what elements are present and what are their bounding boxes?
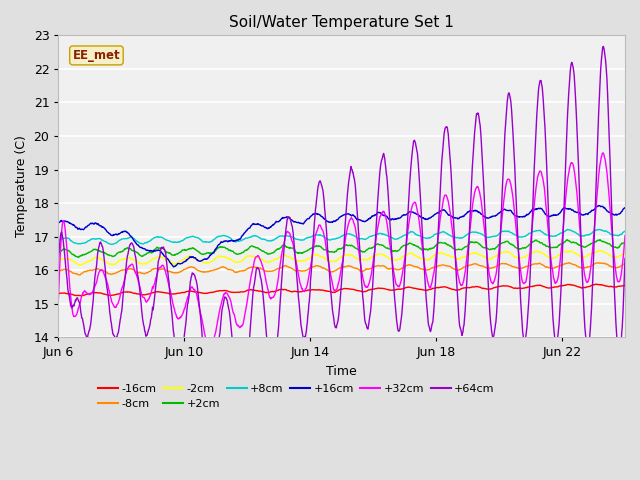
-8cm xyxy=(167,269,175,275)
+8cm xyxy=(554,232,562,238)
-16cm xyxy=(504,283,512,289)
-2cm xyxy=(167,259,175,265)
+16cm xyxy=(621,205,629,211)
+2cm xyxy=(244,246,252,252)
+16cm xyxy=(181,259,189,264)
Line: -8cm: -8cm xyxy=(58,263,625,275)
+2cm xyxy=(54,249,62,255)
+64cm xyxy=(244,353,252,359)
-16cm xyxy=(621,282,629,288)
Line: +2cm: +2cm xyxy=(58,240,625,257)
Y-axis label: Temperature (C): Temperature (C) xyxy=(15,135,28,237)
+2cm xyxy=(504,239,512,244)
+32cm xyxy=(430,269,438,275)
+8cm xyxy=(167,239,175,245)
-2cm xyxy=(181,256,189,262)
+32cm xyxy=(504,177,512,182)
+2cm xyxy=(75,254,83,260)
+16cm xyxy=(504,208,512,214)
+16cm xyxy=(244,226,252,232)
+64cm xyxy=(504,92,512,98)
Line: -16cm: -16cm xyxy=(58,284,625,296)
+32cm xyxy=(205,342,213,348)
-8cm xyxy=(54,268,62,274)
+64cm xyxy=(167,301,175,307)
+64cm xyxy=(430,304,438,310)
+32cm xyxy=(54,296,62,301)
Line: +32cm: +32cm xyxy=(58,153,625,345)
+32cm xyxy=(599,150,607,156)
+64cm xyxy=(54,256,62,262)
-2cm xyxy=(244,253,252,259)
Legend: -16cm, -8cm, -2cm, +2cm, +8cm, +16cm, +32cm, +64cm: -16cm, -8cm, -2cm, +2cm, +8cm, +16cm, +3… xyxy=(93,379,499,414)
-16cm xyxy=(77,293,85,299)
+32cm xyxy=(621,233,629,239)
-16cm xyxy=(54,291,62,297)
+8cm xyxy=(504,228,512,234)
+2cm xyxy=(430,245,438,251)
+8cm xyxy=(181,236,189,241)
+64cm xyxy=(180,331,188,336)
+2cm xyxy=(181,247,189,252)
+32cm xyxy=(244,291,252,297)
+8cm xyxy=(430,232,438,238)
Line: +16cm: +16cm xyxy=(58,205,625,267)
+16cm xyxy=(54,220,62,226)
Title: Soil/Water Temperature Set 1: Soil/Water Temperature Set 1 xyxy=(229,15,454,30)
+16cm xyxy=(167,261,175,266)
+2cm xyxy=(596,237,604,242)
Line: -2cm: -2cm xyxy=(58,251,625,265)
-8cm xyxy=(504,262,512,267)
Text: EE_met: EE_met xyxy=(72,49,120,62)
-8cm xyxy=(244,265,252,271)
-8cm xyxy=(565,260,573,265)
+64cm xyxy=(621,255,629,261)
-2cm xyxy=(596,248,604,253)
Line: +64cm: +64cm xyxy=(58,47,625,410)
-16cm xyxy=(244,287,252,293)
+16cm xyxy=(430,212,438,218)
-2cm xyxy=(75,262,83,268)
-8cm xyxy=(621,261,629,266)
-8cm xyxy=(554,264,562,269)
+8cm xyxy=(621,228,629,234)
-16cm xyxy=(554,284,562,289)
-2cm xyxy=(554,252,562,258)
+32cm xyxy=(167,289,175,295)
-16cm xyxy=(181,289,189,295)
+2cm xyxy=(554,243,562,249)
-2cm xyxy=(430,252,438,258)
-2cm xyxy=(504,249,512,255)
X-axis label: Time: Time xyxy=(326,365,357,378)
-8cm xyxy=(181,266,189,272)
Line: +8cm: +8cm xyxy=(58,229,625,244)
+32cm xyxy=(554,275,562,280)
-16cm xyxy=(430,286,438,291)
+16cm xyxy=(554,212,562,218)
-16cm xyxy=(167,291,175,297)
+8cm xyxy=(596,227,604,232)
+16cm xyxy=(170,264,178,270)
-2cm xyxy=(54,258,62,264)
+32cm xyxy=(180,305,188,311)
+2cm xyxy=(621,240,629,245)
+8cm xyxy=(244,235,252,240)
+64cm xyxy=(554,331,562,337)
-8cm xyxy=(430,264,438,270)
-16cm xyxy=(593,281,601,287)
+16cm xyxy=(596,203,604,208)
+64cm xyxy=(600,44,607,49)
-2cm xyxy=(621,250,629,255)
+2cm xyxy=(167,251,175,257)
+8cm xyxy=(108,241,115,247)
-8cm xyxy=(76,272,84,278)
+64cm xyxy=(239,407,246,413)
+8cm xyxy=(54,238,62,243)
